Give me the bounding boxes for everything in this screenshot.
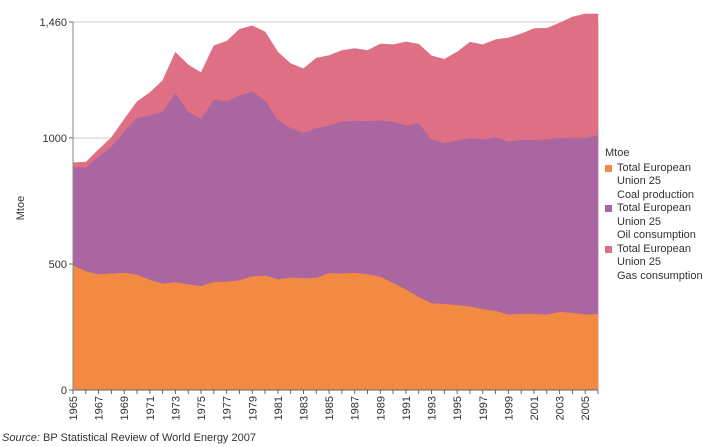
x-tick-label: 2001 <box>529 396 541 420</box>
x-tick-label: 2003 <box>555 396 567 420</box>
x-tick-label: 1993 <box>427 396 439 420</box>
x-tick-label: 1987 <box>350 396 362 420</box>
legend-swatch-coal <box>605 164 612 172</box>
legend-item-coal: Total European Union 25 Coal production <box>605 162 705 203</box>
x-tick-label: 1997 <box>478 396 490 420</box>
legend-swatch-oil <box>605 205 612 212</box>
x-tick-label: 1977 <box>222 396 234 420</box>
series-areas <box>72 13 599 391</box>
x-tick-label: 1985 <box>324 396 336 420</box>
legend-label-gas: Total European Union 25 Gas consumption <box>617 242 703 282</box>
x-tick-label: 1995 <box>452 396 464 420</box>
legend-label-oil: Total European Union 25 Oil consumption <box>617 202 696 241</box>
legend-swatch-gas <box>605 245 612 253</box>
x-tick-label: 1981 <box>273 396 285 420</box>
x-tick-label: 1971 <box>145 396 157 420</box>
x-tick-label: 1969 <box>119 396 131 420</box>
y-tick-label: 0 <box>61 385 67 397</box>
x-tick-label: 1999 <box>503 396 515 420</box>
source-text: BP Statistical Review of World Energy 20… <box>42 432 256 444</box>
x-tick-label: 1967 <box>94 396 106 420</box>
source-label: Source: <box>2 432 40 444</box>
area-series-gas <box>72 13 599 168</box>
legend-item-oil: Total European Union 25 Oil consumption <box>605 202 705 243</box>
y-tick-label: 500 <box>49 259 67 271</box>
x-tick-label: 1965 <box>68 396 80 420</box>
x-axis: 1965 1967 1969 1971 1973 1975 1977 1979 1981 1983… <box>68 390 599 420</box>
x-tick-label: 1973 <box>170 396 182 420</box>
x-tick-label: 1991 <box>401 396 413 420</box>
x-tick-label: 1979 <box>247 396 259 420</box>
legend: Mtoe Total European Union 25 Coal produc… <box>605 147 705 283</box>
y-tick-label: 1,460 <box>39 17 67 29</box>
legend-label-coal: Total European Union 25 Coal production <box>617 161 695 201</box>
y-axis-title: Mtoe <box>15 196 27 220</box>
source-note: Source: BP Statistical Review of World E… <box>2 432 256 444</box>
x-tick-label: 1983 <box>298 396 310 420</box>
x-tick-label: 2005 <box>580 396 592 420</box>
y-axis: 0 500 1000 1,460 <box>39 17 73 397</box>
legend-title: Mtoe <box>605 147 630 159</box>
y-tick-label: 1000 <box>43 133 67 145</box>
legend-item-gas: Total European Union 25 Gas consumption <box>605 243 705 284</box>
x-tick-label: 1975 <box>196 396 208 420</box>
x-tick-label: 1989 <box>375 396 387 420</box>
